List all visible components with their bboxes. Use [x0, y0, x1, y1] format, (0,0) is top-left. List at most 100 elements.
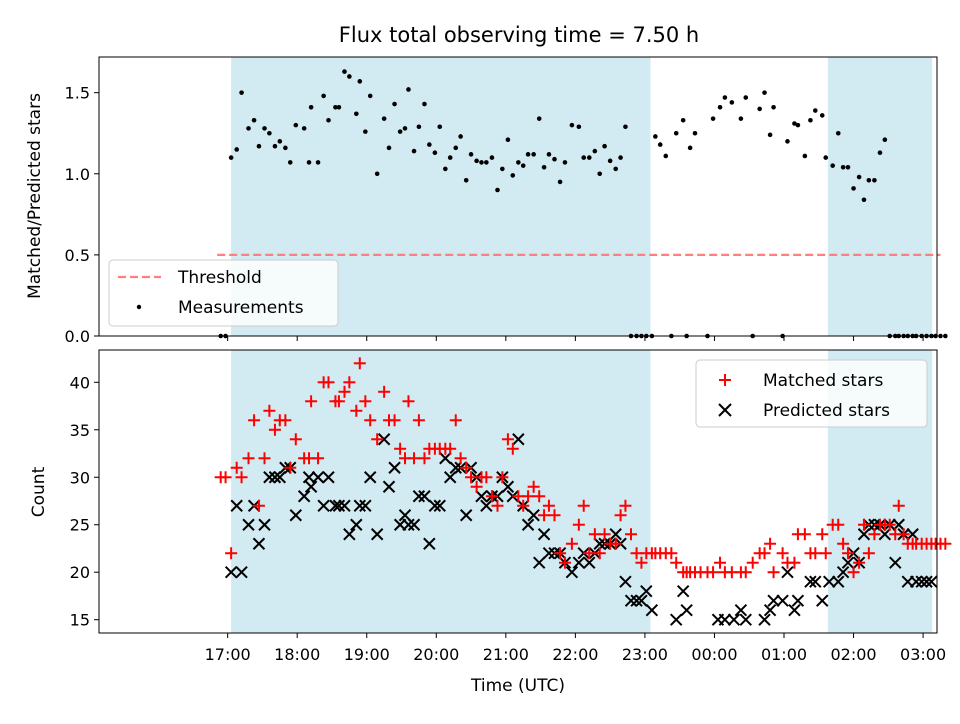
predicted-star-point [857, 528, 871, 541]
predicted-star-stroke [791, 594, 805, 607]
bottom-legend[interactable]: Matched stars Predicted stars [695, 359, 928, 428]
predicted-star-point [353, 499, 366, 512]
predicted-star-stroke [297, 490, 311, 503]
predicted-star-stroke [443, 471, 457, 484]
predicted-star-stroke [252, 537, 266, 550]
measurement-point [402, 126, 408, 131]
matched-star-point [491, 499, 504, 512]
measurement-point [406, 87, 411, 92]
predicted-star-point [311, 471, 325, 484]
bottom-x-tick-label: 19:00 [344, 645, 390, 664]
matched-star-point [460, 461, 473, 474]
matched-star-point [506, 442, 519, 455]
predicted-star-point [804, 575, 817, 588]
predicted-star-stroke [480, 499, 493, 512]
matched-star-point [388, 414, 401, 427]
predicted-star-stroke [841, 556, 855, 569]
predicted-star-stroke [268, 471, 282, 484]
predicted-star-stroke [739, 613, 752, 626]
matched-star-point [862, 547, 875, 560]
legend-predicted-swatch [718, 403, 732, 417]
matched-star-point [485, 490, 498, 503]
matched-star-point [517, 499, 530, 512]
matched-star-point [583, 547, 596, 560]
predicted-star-point [925, 575, 938, 588]
predicted-star-point [439, 452, 452, 465]
predicted-star-stroke [527, 509, 540, 522]
measurement-point [315, 160, 321, 165]
predicted-star-point [593, 537, 606, 550]
predicted-star-stroke [718, 613, 732, 626]
measurement-point [272, 143, 278, 149]
predicted-star-stroke [423, 537, 436, 550]
measurement-point [432, 150, 438, 156]
bottom-x-tick-label: 00:00 [691, 645, 737, 664]
predicted-star-stroke [343, 528, 356, 541]
predicted-star-point [402, 518, 415, 531]
measurement-point [938, 333, 943, 339]
predicted-star-stroke [758, 613, 771, 626]
predicted-star-point [640, 585, 653, 598]
predicted-star-stroke [412, 490, 426, 503]
measurement-point [576, 124, 582, 130]
matched-star-point [841, 547, 854, 560]
matched-star-point [364, 414, 377, 427]
measurement-point [262, 126, 267, 131]
predicted-star-point [359, 499, 372, 512]
predicted-star-stroke [763, 604, 777, 617]
matched-star-point [449, 414, 462, 427]
predicted-star-point [909, 575, 923, 588]
measurement-point [520, 163, 526, 168]
predicted-star-stroke [402, 518, 415, 531]
predicted-star-point [836, 566, 850, 579]
predicted-star-point [428, 499, 442, 512]
predicted-star-point [377, 433, 391, 446]
measurement-point [386, 145, 392, 151]
measurement-point [710, 116, 716, 121]
matched-star-point [465, 471, 478, 484]
predicted-star-stroke [889, 556, 902, 569]
predicted-star-point [388, 461, 401, 474]
measurement-point [397, 129, 403, 134]
measurement-point [569, 122, 575, 128]
predicted-star-point [680, 604, 693, 617]
predicted-star-point [809, 575, 822, 588]
bottom-y-tick-label: 15 [70, 611, 90, 630]
measurement-point [453, 145, 459, 151]
predicted-star-stroke [619, 575, 632, 588]
predicted-star-point [676, 585, 690, 598]
legend-matched-swatch [719, 374, 731, 386]
measurement-point [872, 177, 877, 183]
predicted-star-point [332, 499, 346, 512]
top-legend[interactable]: Threshold Measurements [108, 259, 339, 327]
predicted-star-stroke [332, 499, 346, 512]
predicted-star-stroke [273, 471, 287, 484]
matched-star-point [798, 528, 811, 541]
bottom-y-ticks: 15 20 25 30 35 40 [70, 373, 99, 630]
measurement-point [306, 160, 312, 165]
top-y-tick-label: 1.0 [65, 165, 90, 184]
predicted-star-point [302, 471, 316, 484]
predicted-star-point [449, 461, 462, 474]
matched-star-point [776, 547, 789, 560]
measurement-point [802, 153, 808, 159]
measurement-point [525, 152, 531, 157]
measurement-point [743, 95, 749, 100]
predicted-star-point [343, 528, 356, 541]
bottom-x-tick-label: 17:00 [205, 645, 251, 664]
matched-star-point [219, 471, 232, 484]
matched-star-point [554, 547, 567, 560]
bottom-x-tick-label: 01:00 [761, 645, 807, 664]
matched-star-point [665, 547, 678, 560]
predicted-star-point [619, 575, 632, 588]
measurement-point [738, 116, 744, 121]
matched-star-point [402, 395, 415, 408]
measurement-point [840, 165, 846, 170]
predicted-star-stroke [311, 471, 325, 484]
bottom-axes-frame [98, 349, 938, 634]
measurement-point [597, 171, 603, 177]
measurement-point [287, 160, 293, 165]
predicted-star-stroke [609, 528, 622, 541]
measurement-point [795, 122, 801, 128]
